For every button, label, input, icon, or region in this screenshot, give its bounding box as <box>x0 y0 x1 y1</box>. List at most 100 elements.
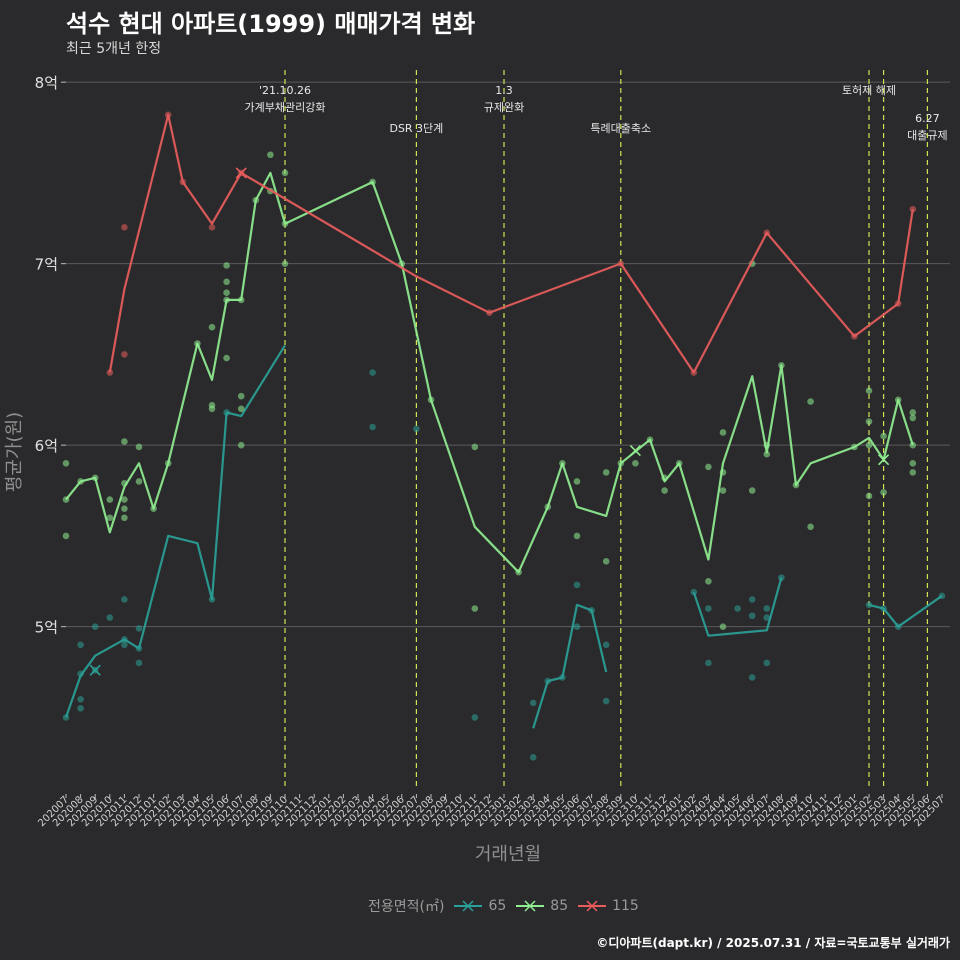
data-point-65 <box>573 581 581 589</box>
data-point-85 <box>121 505 128 512</box>
data-point-65 <box>121 641 128 649</box>
series-line-115 <box>108 113 914 374</box>
data-point-65 <box>748 596 756 603</box>
series-line-85 <box>65 171 914 574</box>
y-tick-label: 5억 <box>35 619 58 637</box>
data-point-85 <box>748 487 756 494</box>
legend: 전용면적(㎡) 65 85 115 <box>368 896 639 916</box>
data-point-65 <box>135 659 143 667</box>
data-point-65 <box>135 625 143 632</box>
data-point-85 <box>865 387 873 395</box>
legend-title: 전용면적(㎡) <box>368 899 445 915</box>
data-point-85 <box>719 429 727 436</box>
data-point-85 <box>865 441 873 449</box>
x-axis-label: 거래년월 <box>475 844 541 865</box>
x-marker-85 <box>629 445 641 457</box>
legend-label-115: 115 <box>612 898 639 914</box>
data-point-85 <box>121 496 128 503</box>
data-point-85 <box>223 278 230 286</box>
data-point-85 <box>880 432 887 440</box>
data-point-65 <box>763 614 771 621</box>
data-point-65 <box>573 623 581 630</box>
data-point-85 <box>909 414 917 422</box>
data-point-85 <box>135 443 143 451</box>
legend-swatch-115 <box>578 900 607 912</box>
data-point-65 <box>529 699 537 707</box>
data-point-115 <box>208 224 216 231</box>
data-point-85 <box>471 443 479 451</box>
data-point-115 <box>121 351 128 358</box>
data-point-65 <box>106 614 114 621</box>
data-point-65 <box>369 369 376 376</box>
data-point-85 <box>602 558 610 565</box>
data-point-65 <box>865 601 873 609</box>
data-point-85 <box>106 496 114 503</box>
data-point-65 <box>748 674 756 681</box>
data-point-85 <box>909 409 917 416</box>
event-label: 가계부채관리강화 <box>245 101 326 114</box>
series-line-65 <box>692 577 783 637</box>
x-marker-stroke <box>235 167 247 179</box>
data-point-85 <box>573 532 581 540</box>
legend-item-115: 115 <box>578 898 639 914</box>
event-label: DSR 3단계 <box>389 122 443 135</box>
data-point-85 <box>705 463 712 471</box>
legend-item-85: 85 <box>516 898 568 914</box>
data-point-85 <box>121 514 128 522</box>
data-point-85 <box>237 441 245 449</box>
data-point-85 <box>267 151 274 159</box>
data-point-85 <box>719 623 727 630</box>
data-point-85 <box>632 460 639 467</box>
x-marker-stroke <box>878 454 890 466</box>
data-point-85 <box>909 469 917 476</box>
data-point-85 <box>237 392 245 400</box>
data-point-85 <box>573 478 581 485</box>
data-point-65 <box>471 714 479 721</box>
series-line-65 <box>64 344 286 718</box>
event-label: 규제완화 <box>484 101 524 114</box>
data-point-85 <box>106 514 114 522</box>
data-point-65 <box>77 695 84 703</box>
data-point-85 <box>135 478 143 485</box>
x-marker-85 <box>878 454 890 466</box>
data-point-85 <box>865 418 873 425</box>
data-point-65 <box>763 605 771 612</box>
data-point-65 <box>602 697 610 705</box>
data-point-85 <box>208 323 216 331</box>
event-label: 대출규제 <box>907 129 947 142</box>
data-point-65 <box>602 641 610 649</box>
data-point-115 <box>106 369 114 376</box>
data-point-85 <box>223 289 230 296</box>
data-point-65 <box>734 605 741 612</box>
data-point-85 <box>237 405 245 413</box>
chart-title: 석수 현대 아파트(1999) 매매가격 변화 <box>66 10 476 38</box>
event-label: 특례대출축소 <box>590 122 651 135</box>
legend-label-65: 65 <box>488 898 507 914</box>
data-point-65 <box>77 641 84 649</box>
data-point-65 <box>413 425 420 433</box>
data-point-85 <box>807 398 814 405</box>
source-caption: ©디아파트(dapt.kr) / 2025.07.31 / 자료=국토교통부 실… <box>596 936 950 950</box>
y-tick-label: 6억 <box>35 437 58 455</box>
legend-label-85: 85 <box>550 898 569 914</box>
data-point-85 <box>880 489 887 496</box>
x-marker-stroke <box>89 664 101 676</box>
event-label: '21.10.26 <box>259 84 311 97</box>
event-label: 1.3 <box>495 84 513 97</box>
legend-swatch-85 <box>516 900 545 912</box>
data-point-65 <box>763 659 771 667</box>
data-point-65 <box>748 612 756 620</box>
data-point-65 <box>121 596 128 603</box>
event-label: 토허제 해제 <box>842 83 896 97</box>
x-marker-65 <box>89 664 101 676</box>
data-point-85 <box>661 487 668 494</box>
series-line-65 <box>532 603 608 729</box>
y-tick-label: 7억 <box>35 256 58 274</box>
y-axis-label: 평균가(원) <box>4 412 25 492</box>
data-point-85 <box>471 605 479 612</box>
data-point-65 <box>705 605 712 612</box>
data-point-85 <box>208 401 216 409</box>
data-point-85 <box>223 354 230 362</box>
data-point-85 <box>909 460 917 467</box>
